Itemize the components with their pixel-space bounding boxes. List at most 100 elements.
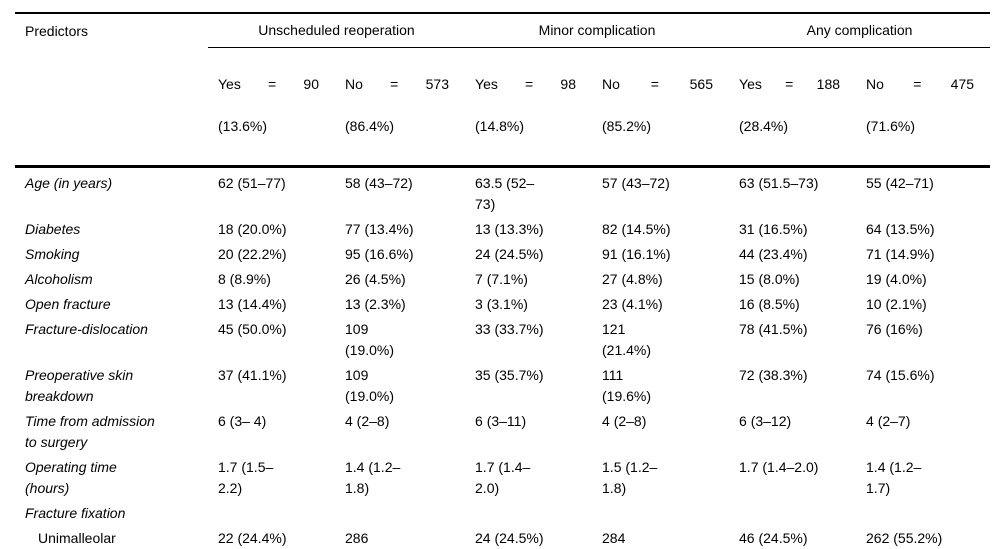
group-header-unscheduled-reoperation: Unscheduled reoperation: [208, 13, 466, 48]
value-cell: 16 (8.5%): [739, 296, 800, 312]
subheader-percent: (13.6%): [218, 118, 268, 134]
value-cell: 71 (14.9%): [866, 246, 935, 262]
table-row-fracture-dislocation: Fracture-dislocation 45 (50.0%) 109 (19.…: [15, 317, 990, 363]
table-row-age: Age (in years) 62 (51–77) 58 (43–72) 63.…: [15, 167, 990, 218]
value-cell: 121 (21.4%): [602, 321, 652, 358]
value-cell: 111 (19.6%): [602, 367, 652, 404]
group-header-any-complication: Any complication: [729, 13, 991, 48]
value-cell: [592, 501, 729, 526]
group-header-row: Predictors Unscheduled reoperation Minor…: [15, 13, 991, 168]
subheader-reop-no: No = 573 (86.4%): [335, 47, 466, 168]
value-cell: 95 (16.6%): [345, 246, 414, 262]
row-label: Fracture-dislocation: [25, 321, 148, 337]
value-cell: 10 (2.1%): [866, 296, 927, 312]
value-cell: 26 (4.5%): [345, 271, 406, 287]
value-cell: [465, 501, 592, 526]
value-cell: [729, 501, 856, 526]
value-cell: 20 (22.2%): [218, 246, 287, 262]
value-cell: 13 (2.3%): [345, 296, 406, 312]
subheader-count: No = 475: [866, 76, 975, 92]
value-cell: 24 (24.5%): [475, 246, 544, 262]
subheader-any-no: No = 475 (71.6%): [856, 47, 991, 168]
value-cell: 6 (3–11): [475, 413, 527, 429]
value-cell: 284 (50.3%): [602, 530, 626, 546]
value-cell: 1.4 (1.2– 1.8): [345, 459, 401, 496]
row-label: Age (in years): [25, 175, 113, 191]
subheader-count: Yes = 90: [218, 76, 319, 92]
row-label: Time from admission to surgery: [25, 413, 155, 450]
row-label: Fracture fixation: [25, 505, 126, 521]
subheader-percent: (86.4%): [345, 118, 395, 134]
value-cell: 7 (7.1%): [475, 271, 528, 287]
value-cell: 63.5 (52– 73): [475, 175, 535, 212]
value-cell: 8 (8.9%): [218, 271, 271, 287]
value-cell: 3 (3.1%): [475, 296, 528, 312]
table-row-alcoholism: Alcoholism 8 (8.9%) 26 (4.5%) 7 (7.1%) 2…: [15, 267, 990, 292]
value-cell: 63 (51.5–73): [739, 175, 819, 191]
group-header-minor-complication: Minor complication: [465, 13, 730, 48]
value-cell: 45 (50.0%): [218, 321, 287, 337]
table-row-smoking: Smoking 20 (22.2%) 95 (16.6%) 24 (24.5%)…: [15, 242, 990, 267]
value-cell: 55 (42–71): [866, 175, 934, 191]
row-label: Diabetes: [25, 221, 81, 237]
row-label: Preoperative skin breakdown: [25, 367, 134, 404]
table-row-fracture-fixation: Fracture fixation: [15, 501, 990, 526]
table-row-preop-skin-breakdown: Preoperative skin breakdown 37 (41.1%) 1…: [15, 363, 990, 409]
value-cell: 46 (24.5%): [739, 530, 808, 546]
table-row-time-to-surgery: Time from admission to surgery 6 (3– 4) …: [15, 409, 990, 455]
value-cell: 4 (2–7): [866, 413, 911, 429]
value-cell: 27 (4.8%): [602, 271, 663, 287]
value-cell: 35 (35.7%): [475, 367, 544, 383]
row-label: Smoking: [25, 246, 80, 262]
value-cell: 72 (38.3%): [739, 367, 808, 383]
value-cell: 31 (16.5%): [739, 221, 808, 237]
value-cell: 1.7 (1.5– 2.2): [218, 459, 274, 496]
subheader-percent: (71.6%): [866, 118, 916, 134]
value-cell: 74 (15.6%): [866, 367, 935, 383]
value-cell: 4 (2–8): [602, 413, 647, 429]
predictors-column-header: Predictors: [15, 13, 208, 168]
value-cell: 109 (19.0%): [345, 321, 395, 358]
value-cell: 24 (24.5%): [475, 530, 544, 546]
value-cell: 78 (41.5%): [739, 321, 808, 337]
value-cell: 77 (13.4%): [345, 221, 414, 237]
value-cell: 91 (16.1%): [602, 246, 671, 262]
subheader-any-yes: Yes = 188 (28.4%): [729, 47, 857, 168]
value-cell: 109 (19.0%): [345, 367, 395, 404]
value-cell: [856, 501, 990, 526]
value-cell: 6 (3–12): [739, 413, 792, 429]
value-cell: 44 (23.4%): [739, 246, 808, 262]
table-row-unimalleolar: Unimalleolar 22 (24.4%) 286 (49.9%) 24 (…: [15, 526, 990, 549]
subheader-percent: (14.8%): [475, 118, 525, 134]
subheader-count: No = 573: [345, 76, 450, 92]
value-cell: 23 (4.1%): [602, 296, 663, 312]
value-cell: 18 (20.0%): [218, 221, 287, 237]
subheader-count: No = 565: [602, 76, 714, 92]
value-cell: 58 (43–72): [345, 175, 413, 191]
subheader-minor-yes: Yes = 98 (14.8%): [465, 47, 593, 168]
value-cell: 37 (41.1%): [218, 367, 287, 383]
value-cell: 13 (14.4%): [218, 296, 287, 312]
row-label: Unimalleolar: [38, 530, 116, 546]
value-cell: 1.5 (1.2– 1.8): [602, 459, 658, 496]
predictors-table: Predictors Unscheduled reoperation Minor…: [15, 12, 991, 549]
value-cell: 1.7 (1.4– 2.0): [475, 459, 531, 496]
value-cell: 33 (33.7%): [475, 321, 544, 337]
subheader-count: Yes = 188: [739, 76, 841, 92]
value-cell: [208, 501, 335, 526]
subheader-reop-yes: Yes = 90 (13.6%): [208, 47, 335, 168]
table-row-operating-time: Operating time (hours) 1.7 (1.5– 2.2) 1.…: [15, 455, 990, 501]
value-cell: 6 (3– 4): [218, 413, 267, 429]
subheader-percent: (28.4%): [739, 118, 789, 134]
value-cell: 82 (14.5%): [602, 221, 671, 237]
value-cell: 286 (49.9%): [345, 530, 369, 546]
value-cell: 76 (16%): [866, 321, 923, 337]
subheader-count: Yes = 98: [475, 76, 577, 92]
subheader-percent: (85.2%): [602, 118, 652, 134]
row-label: Open fracture: [25, 296, 111, 312]
table-row-diabetes: Diabetes 18 (20.0%) 77 (13.4%) 13 (13.3%…: [15, 217, 990, 242]
table-row-open-fracture: Open fracture 13 (14.4%) 13 (2.3%) 3 (3.…: [15, 292, 990, 317]
value-cell: 4 (2–8): [345, 413, 390, 429]
value-cell: [335, 501, 465, 526]
